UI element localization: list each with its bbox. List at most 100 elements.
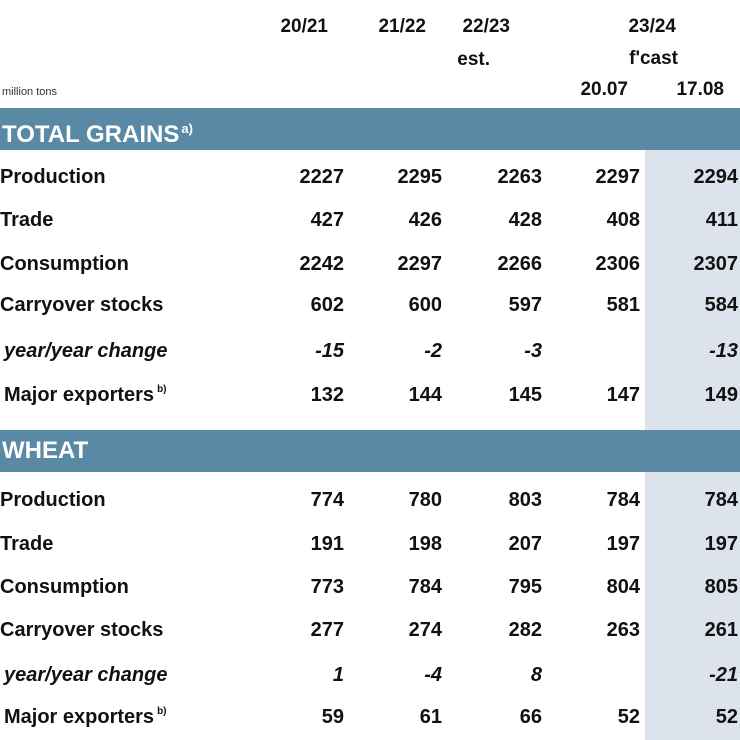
table-row: Consumption 773 784 795 804 805 <box>0 576 740 610</box>
header-date-1: 20.07 <box>580 79 628 100</box>
table-row: Carryover stocks 602 600 597 581 584 <box>0 294 740 328</box>
unit-label: million tons <box>2 86 58 98</box>
cell-value: 197 <box>704 533 738 555</box>
cell-value: 2306 <box>595 253 641 275</box>
cell-value: 198 <box>408 533 442 555</box>
row-label: Major exporters b) <box>4 384 167 407</box>
row-label: Trade <box>0 209 54 231</box>
cell-value: 784 <box>408 576 442 598</box>
cell-value: 805 <box>704 576 738 598</box>
cell-value: 411 <box>705 209 738 231</box>
cell-value: 804 <box>606 576 640 598</box>
row-label-text: Major exporters <box>4 706 155 728</box>
cell-value: 773 <box>310 576 344 598</box>
cell-value: 145 <box>508 384 542 406</box>
section-title: TOTAL GRAINS <box>2 121 180 148</box>
cell-value: 597 <box>508 294 542 316</box>
header-year-2223: 22/23 <box>462 16 510 37</box>
table-row: year/year change -15 -2 -3 -13 <box>0 340 740 374</box>
cell-value: 426 <box>408 209 442 231</box>
header-year-2021: 20/21 <box>280 16 328 37</box>
cell-value: 261 <box>704 619 738 641</box>
row-label: Trade <box>0 533 54 555</box>
cell-value: 427 <box>310 209 344 231</box>
cell-value: 408 <box>606 209 640 231</box>
row-label: Production <box>0 489 106 511</box>
cell-value: 2297 <box>595 166 641 188</box>
cell-value: 61 <box>419 706 442 728</box>
cell-value: 2227 <box>299 166 345 188</box>
row-label-text: Major exporters <box>4 384 155 406</box>
cell-value: 132 <box>310 384 344 406</box>
cell-value: 197 <box>606 533 640 555</box>
section-footnote: a) <box>181 121 193 136</box>
cell-value: 66 <box>519 706 542 728</box>
header-year-2324: 23/24 <box>628 16 676 37</box>
table-row: Consumption 2242 2297 2266 2306 2307 <box>0 253 740 287</box>
table-row: Production 2227 2295 2263 2297 2294 <box>0 166 740 200</box>
cell-value: 144 <box>408 384 442 406</box>
cell-value: -15 <box>315 340 344 362</box>
cell-value: 584 <box>704 294 738 316</box>
row-label: Carryover stocks <box>0 619 164 641</box>
cell-value: 2307 <box>693 253 739 275</box>
cell-value: 191 <box>310 533 344 555</box>
table-row: Carryover stocks 277 274 282 263 261 <box>0 619 740 653</box>
header-est: est. <box>457 49 490 70</box>
cell-value: 2294 <box>693 166 739 188</box>
cell-value: 274 <box>408 619 442 641</box>
table-row: year/year change 1 -4 8 -21 <box>0 664 740 698</box>
cell-value: 2295 <box>397 166 443 188</box>
cell-value: 277 <box>310 619 344 641</box>
cell-value: 428 <box>508 209 542 231</box>
cell-value: 2297 <box>397 253 443 275</box>
header-fcast: f'cast <box>629 48 678 69</box>
cell-value: 784 <box>704 489 738 511</box>
table-row: Major exporters b) 132 144 145 147 149 <box>0 384 740 418</box>
row-label: Carryover stocks <box>0 294 164 316</box>
table-row: Production 774 780 803 784 784 <box>0 489 740 523</box>
cell-value: 581 <box>606 294 640 316</box>
cell-value: 59 <box>321 706 344 728</box>
row-label: year/year change <box>4 340 168 362</box>
cell-value: 803 <box>508 489 542 511</box>
cell-value: 600 <box>408 294 442 316</box>
cell-value: 263 <box>606 619 640 641</box>
cell-value: -2 <box>424 340 442 362</box>
row-label: Consumption <box>0 576 129 598</box>
row-label: Consumption <box>0 253 129 275</box>
cell-value: 795 <box>508 576 542 598</box>
cell-value: -13 <box>709 340 738 362</box>
header-date-2: 17.08 <box>676 79 724 100</box>
cell-value: 8 <box>530 664 542 686</box>
cell-value: 2263 <box>497 166 543 188</box>
cell-value: 2266 <box>497 253 543 275</box>
section-band-wheat: WHEAT <box>0 430 740 472</box>
section-title: WHEAT <box>2 437 89 464</box>
table-row: Trade 191 198 207 197 197 <box>0 533 740 567</box>
cell-value: -21 <box>709 664 738 686</box>
cell-value: 780 <box>408 489 442 511</box>
table-row: Trade 427 426 428 408 411 <box>0 209 740 243</box>
cell-value: 149 <box>704 384 738 406</box>
cell-value: -4 <box>424 664 442 686</box>
row-label: Production <box>0 166 106 188</box>
row-label: year/year change <box>4 664 168 686</box>
row-footnote: b) <box>157 706 167 717</box>
cell-value: 784 <box>606 489 640 511</box>
header-year-2122: 21/22 <box>378 16 426 37</box>
cell-value: 774 <box>310 489 344 511</box>
cell-value: 602 <box>310 294 344 316</box>
row-footnote: b) <box>157 384 167 395</box>
cell-value: 207 <box>508 533 542 555</box>
row-label: Major exporters b) <box>4 706 167 729</box>
cell-value: 52 <box>715 706 738 728</box>
cell-value: 52 <box>617 706 640 728</box>
cell-value: 282 <box>508 619 542 641</box>
section-band-total-grains: TOTAL GRAINS a) <box>0 108 740 150</box>
cell-value: 2242 <box>299 253 345 275</box>
cell-value: 147 <box>606 384 640 406</box>
table-row: Major exporters b) 59 61 66 52 52 <box>0 706 740 740</box>
cell-value: 1 <box>332 664 344 686</box>
cell-value: -3 <box>524 340 542 362</box>
